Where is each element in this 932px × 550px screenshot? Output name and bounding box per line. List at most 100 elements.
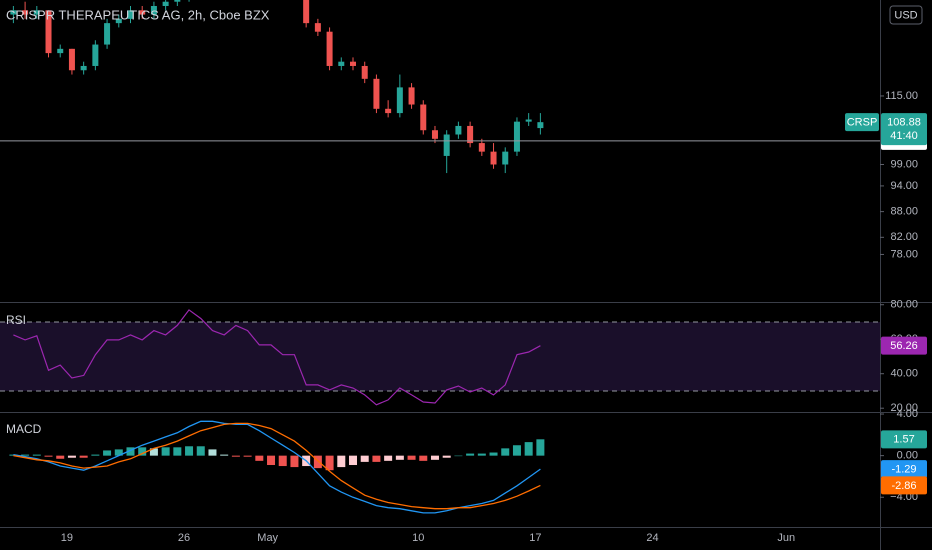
y-tick-label: 80.00 bbox=[890, 299, 918, 311]
x-tick-label: 19 bbox=[61, 532, 73, 544]
histogram-bar bbox=[67, 455, 76, 458]
series-line bbox=[13, 420, 541, 514]
y-tick-label: 88.00 bbox=[890, 206, 918, 218]
histogram-bar bbox=[44, 455, 53, 457]
candle-body bbox=[22, 10, 29, 15]
histogram-bar bbox=[21, 454, 30, 456]
candle-body bbox=[513, 121, 520, 152]
histogram-bar bbox=[313, 455, 322, 469]
candle-body bbox=[408, 87, 415, 105]
candle-body bbox=[57, 48, 64, 54]
histogram-bar bbox=[32, 454, 41, 456]
histogram-bar bbox=[442, 455, 451, 458]
histogram-bar bbox=[79, 455, 88, 458]
last-price-bg bbox=[881, 113, 927, 146]
histogram-bar bbox=[489, 452, 498, 456]
rsi-last-bg bbox=[881, 336, 927, 355]
histogram-bar bbox=[149, 448, 158, 456]
candle-body bbox=[80, 65, 87, 71]
symbol-bg bbox=[845, 113, 879, 132]
candle-body bbox=[525, 119, 532, 122]
histogram-bar bbox=[430, 455, 439, 460]
histogram-bar bbox=[466, 453, 475, 456]
histogram-bar bbox=[477, 453, 486, 456]
histogram-bar bbox=[325, 455, 334, 471]
histogram-bar bbox=[103, 450, 112, 456]
histogram-bar bbox=[161, 447, 170, 456]
candle-body bbox=[537, 122, 544, 129]
candle-body bbox=[490, 151, 497, 165]
candle-body bbox=[385, 108, 392, 114]
candle-body bbox=[68, 48, 75, 71]
candle-body bbox=[478, 143, 485, 152]
symbol: CRSP bbox=[847, 117, 878, 129]
histogram-bar bbox=[185, 446, 194, 456]
histogram-bar bbox=[208, 449, 217, 456]
histogram-bar bbox=[126, 447, 135, 456]
histogram-bar bbox=[407, 455, 416, 460]
macd-title: MACD bbox=[6, 422, 42, 436]
candle-body bbox=[467, 125, 474, 144]
candle-body bbox=[139, 10, 146, 15]
countdown: 41:40 bbox=[890, 130, 918, 142]
x-tick-label: 26 bbox=[178, 532, 190, 544]
candle-body bbox=[92, 44, 99, 66]
candle-body bbox=[45, 10, 52, 54]
x-tick-label: Jun bbox=[777, 532, 795, 544]
y-tick-label: 82.00 bbox=[890, 231, 918, 243]
histogram-bar bbox=[454, 455, 463, 457]
histogram-bar bbox=[524, 442, 533, 456]
candle-body bbox=[361, 65, 368, 79]
candle-body bbox=[162, 1, 169, 6]
histogram-bar bbox=[360, 455, 369, 462]
histogram-bar bbox=[56, 455, 65, 459]
candles bbox=[10, 0, 544, 174]
histogram-bar bbox=[114, 449, 123, 456]
histogram-bar bbox=[243, 455, 252, 457]
y-tick-label: 94.00 bbox=[890, 180, 918, 192]
x-tick-label: 10 bbox=[412, 532, 424, 544]
candle-body bbox=[104, 23, 111, 45]
candle-body bbox=[396, 87, 403, 114]
candle-body bbox=[420, 104, 427, 131]
macd-last: -1.29 bbox=[891, 463, 916, 475]
histogram-bar bbox=[395, 455, 404, 460]
x-tick-label: May bbox=[257, 532, 278, 544]
candle-body bbox=[314, 23, 321, 32]
candle-body bbox=[303, 0, 310, 24]
histogram-bar bbox=[231, 455, 240, 457]
rsi-last: 56.26 bbox=[890, 340, 918, 352]
candle-body bbox=[326, 31, 333, 66]
histogram-bar bbox=[267, 455, 276, 466]
last-price: 108.88 bbox=[887, 117, 921, 129]
candle-body bbox=[115, 18, 122, 24]
candle-body bbox=[33, 10, 40, 15]
histogram-bar bbox=[91, 454, 100, 456]
candle-body bbox=[338, 61, 345, 66]
series-line bbox=[13, 309, 541, 406]
histogram-bar bbox=[196, 446, 205, 456]
candle-body bbox=[431, 130, 438, 139]
histogram-bar bbox=[220, 454, 229, 456]
x-tick-label: 17 bbox=[529, 532, 541, 544]
y-tick-label: 40.00 bbox=[890, 368, 918, 380]
rsi-band bbox=[0, 321, 880, 391]
histogram-bar bbox=[173, 447, 182, 456]
histogram-bar bbox=[337, 455, 346, 468]
histogram-bar bbox=[138, 447, 147, 456]
macd-last-bg bbox=[881, 430, 927, 449]
candle-body bbox=[127, 10, 134, 19]
currency-box[interactable] bbox=[889, 5, 923, 25]
currency[interactable]: USD bbox=[894, 9, 917, 21]
histogram-bar bbox=[290, 455, 299, 468]
histogram-bar bbox=[501, 448, 510, 456]
macd-last-bg bbox=[881, 460, 927, 479]
candle-body bbox=[150, 5, 157, 15]
y-tick-label: 0.00 bbox=[897, 450, 918, 462]
y-tick-label: 78.00 bbox=[890, 248, 918, 260]
candle-body bbox=[373, 78, 380, 109]
histogram-bar bbox=[255, 455, 264, 461]
